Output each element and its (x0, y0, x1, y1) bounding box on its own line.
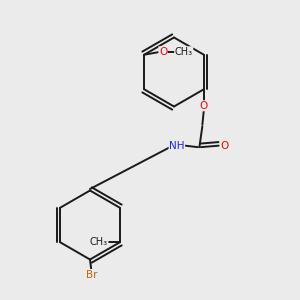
Text: NH: NH (169, 141, 184, 151)
Text: CH₃: CH₃ (175, 47, 193, 57)
Text: CH₃: CH₃ (90, 237, 108, 247)
Text: O: O (200, 101, 208, 111)
Text: Br: Br (86, 269, 97, 280)
Text: O: O (220, 141, 228, 151)
Text: O: O (159, 47, 167, 57)
